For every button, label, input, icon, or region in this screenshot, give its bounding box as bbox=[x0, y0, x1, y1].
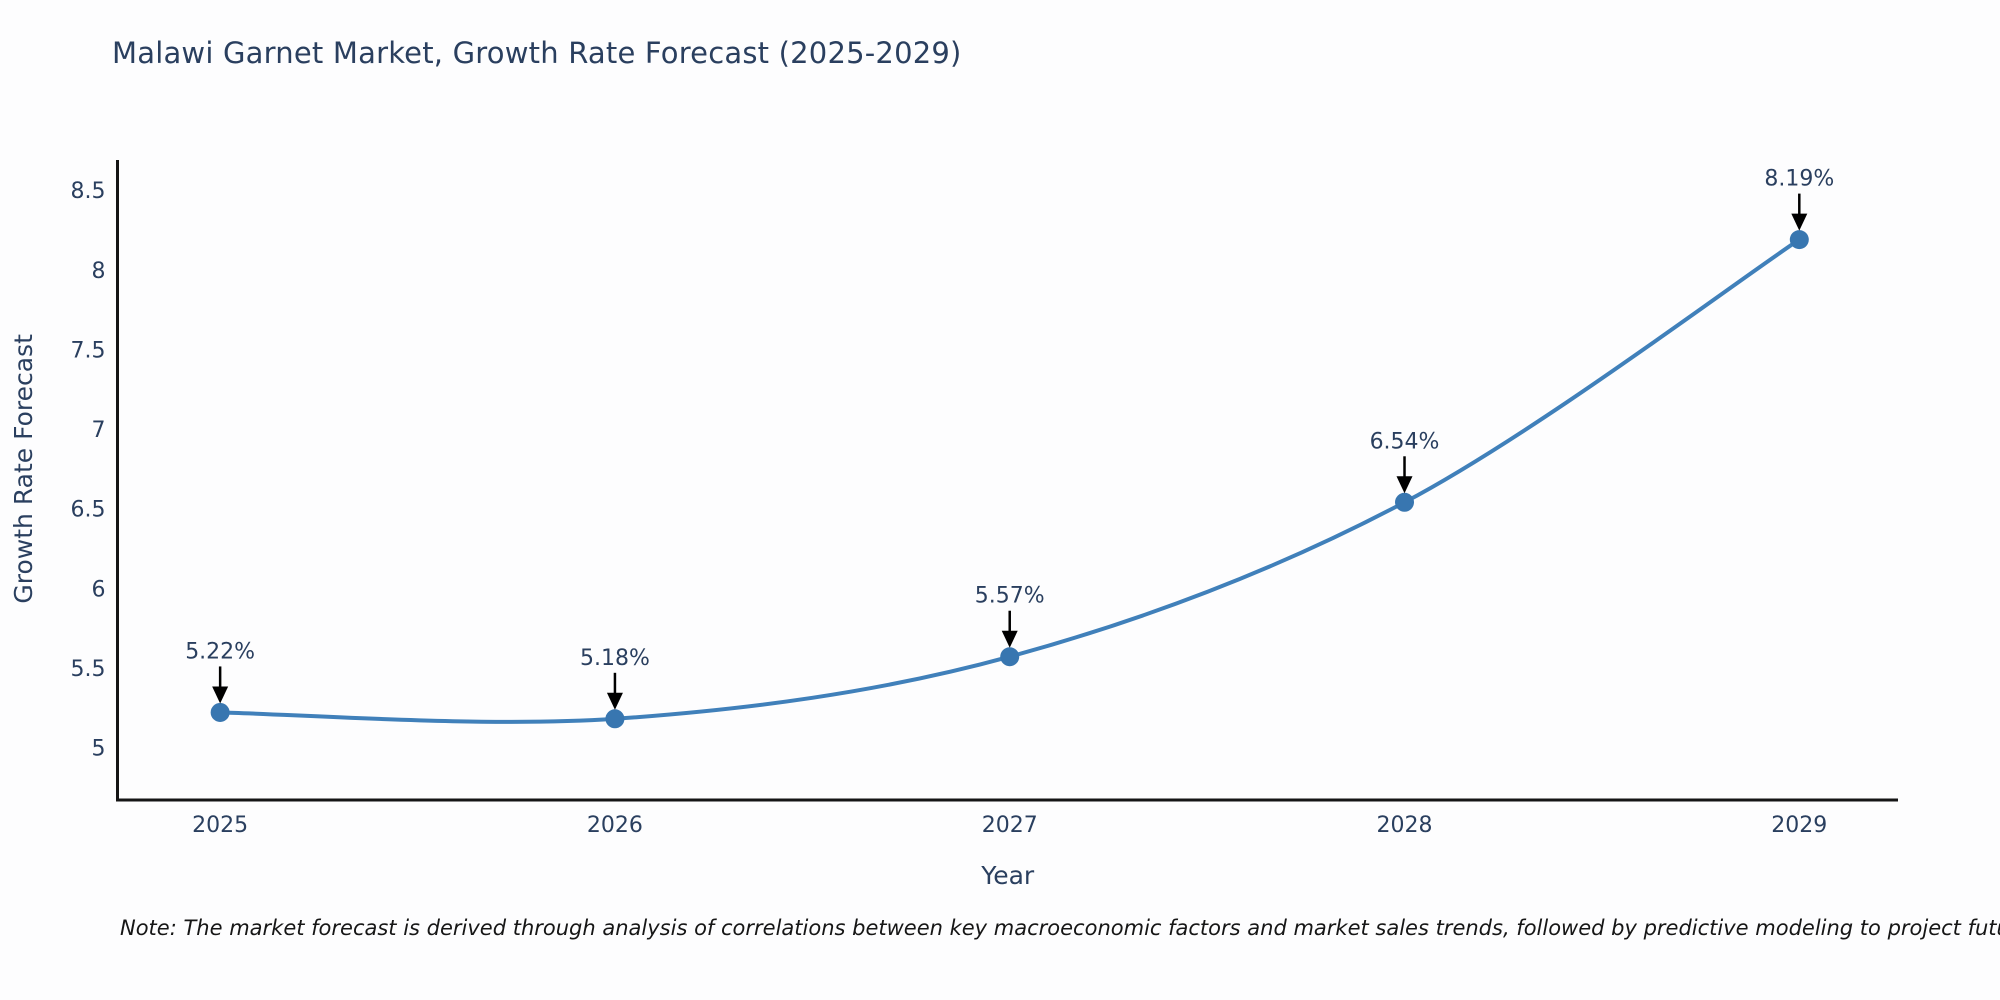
data-point-label: 5.57% bbox=[975, 584, 1045, 609]
x-tick-label: 2027 bbox=[982, 813, 1038, 838]
footnote: Note: The market forecast is derived thr… bbox=[120, 916, 2000, 940]
chart-title: Malawi Garnet Market, Growth Rate Foreca… bbox=[112, 36, 962, 70]
data-point-marker bbox=[605, 709, 625, 729]
data-point-label: 5.18% bbox=[580, 646, 650, 671]
y-tick-label: 8 bbox=[92, 259, 106, 284]
data-point-marker bbox=[1789, 230, 1809, 250]
x-tick-label: 2029 bbox=[1771, 813, 1827, 838]
annotation-arrow-head bbox=[606, 692, 623, 710]
y-tick-label: 6.5 bbox=[71, 498, 106, 523]
y-tick-label: 6 bbox=[92, 577, 106, 602]
data-point-label: 5.22% bbox=[185, 639, 255, 664]
x-tick-label: 2026 bbox=[587, 813, 643, 838]
data-point-label: 8.19% bbox=[1764, 167, 1834, 192]
data-point-marker bbox=[1395, 492, 1415, 512]
y-tick-label: 5 bbox=[92, 736, 106, 761]
annotation-arrow-head bbox=[1001, 630, 1018, 648]
data-point-marker bbox=[1000, 647, 1020, 667]
annotation-arrow-head bbox=[212, 686, 229, 704]
y-axis-title: Growth Rate Forecast bbox=[9, 334, 38, 604]
data-point-label: 6.54% bbox=[1370, 429, 1440, 454]
x-tick-label: 2025 bbox=[192, 813, 248, 838]
y-tick-label: 7 bbox=[92, 418, 106, 443]
x-axis-title: Year bbox=[980, 861, 1035, 890]
annotation-arrow-head bbox=[1396, 476, 1413, 494]
x-tick-label: 2028 bbox=[1377, 813, 1433, 838]
annotation-arrow-head bbox=[1791, 213, 1808, 231]
y-tick-label: 8.5 bbox=[71, 179, 106, 204]
data-point-marker bbox=[210, 702, 230, 722]
y-tick-label: 5.5 bbox=[71, 657, 106, 682]
y-tick-label: 7.5 bbox=[71, 338, 106, 363]
